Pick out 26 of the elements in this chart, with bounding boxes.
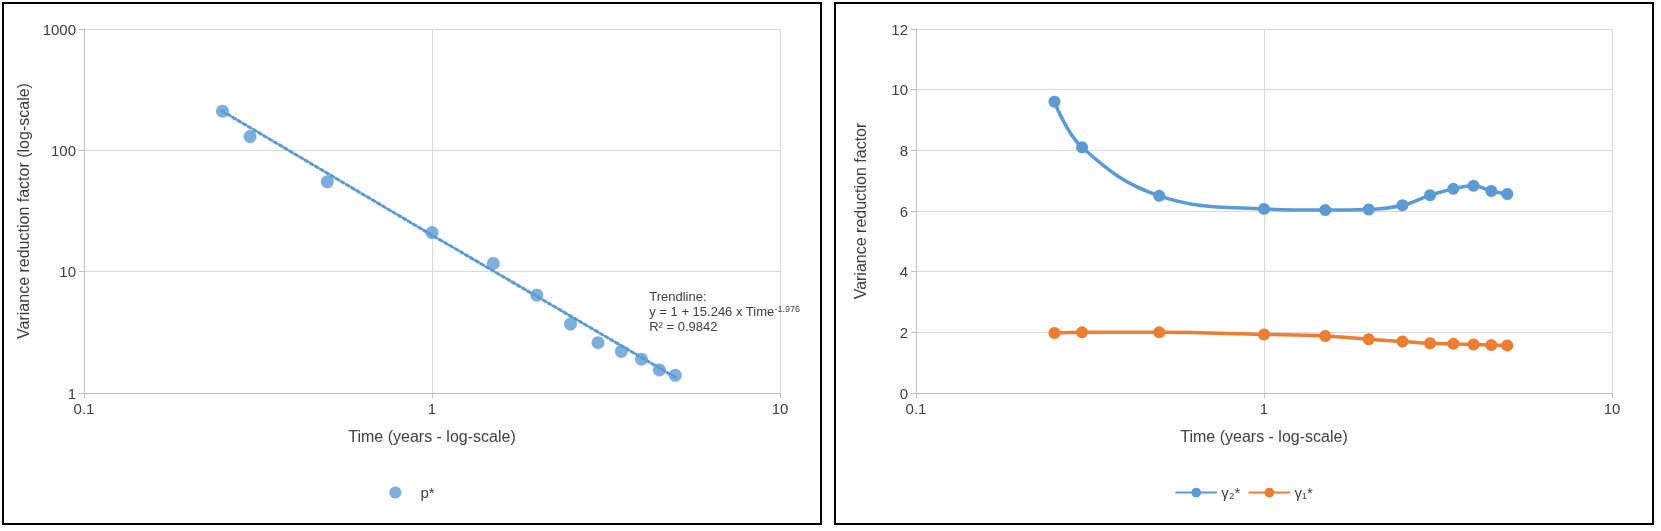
y-tick-label: 2 [899,323,908,341]
y-tick-label: 8 [899,141,908,159]
y-tick-label: 6 [899,202,908,220]
x-tick-label: 0.1 [73,400,95,417]
y-tick-label: 4 [899,263,908,281]
legend-label: γ₁* [1294,484,1313,501]
legend-label: p* [420,484,435,501]
y-axis-title: Variance reduction factor (log-scale) [15,83,33,339]
y-axis-title: Variance reduction factor [851,121,869,300]
y-tick-label: 100 [50,141,76,159]
x-tick-label: 1 [427,400,437,417]
y-tick-label: 0 [899,384,908,402]
annotation: Trendline: [649,289,707,304]
x-tick-label: 1 [1259,400,1269,417]
x-axis-title: Time (years - log-scale) [1180,427,1348,445]
x-tick-label: 10 [1603,400,1621,417]
annotation: R² = 0.9842 [649,319,718,334]
y-tick-label: 1000 [42,20,76,38]
y-tick-label: 12 [891,20,908,38]
x-axis-title: Time (years - log-scale) [348,427,516,445]
legend-label: γ₂* [1221,484,1241,501]
y-tick-label: 10 [891,81,908,99]
x-tick-label: 10 [771,400,789,417]
y-tick-label: 10 [59,263,76,281]
y-tick-label: 1 [67,384,76,402]
x-tick-label: 0.1 [905,400,927,417]
